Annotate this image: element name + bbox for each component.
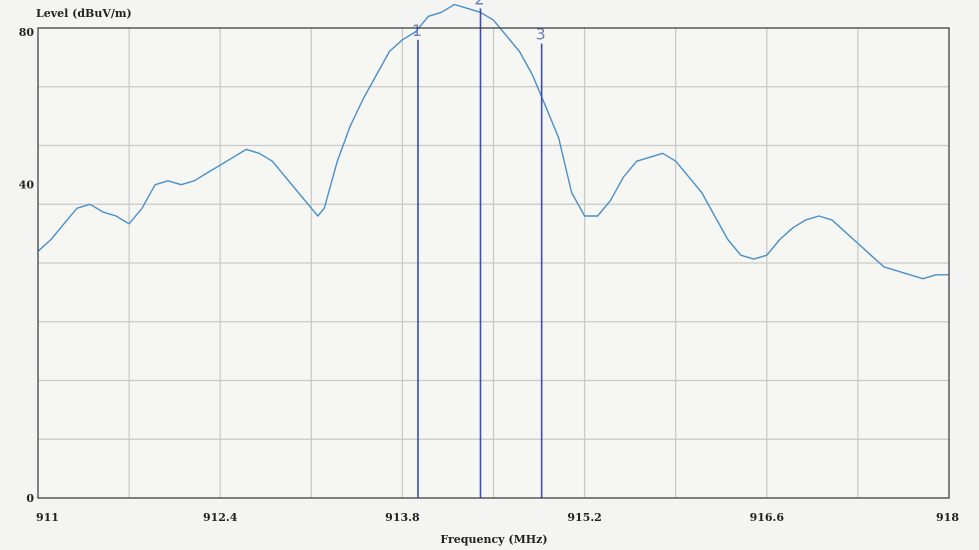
x-tick-label: 912.4 <box>203 511 238 524</box>
marker-label-2: 2 <box>474 0 484 8</box>
y-tick-label: 80 <box>19 26 35 39</box>
plot-frame <box>37 27 950 499</box>
x-axis-title: Frequency (MHz) <box>440 533 547 546</box>
markers-layer: 1 2 3 <box>412 0 546 498</box>
marker-label-1: 1 <box>412 21 422 40</box>
y-axis-title: Level (dBuV/m) <box>36 7 132 20</box>
x-tick-label: 916.6 <box>750 511 785 524</box>
marker-label-3: 3 <box>536 25 546 44</box>
series-layer <box>37 3 949 280</box>
series-line <box>37 3 949 280</box>
x-tick-label: 911 <box>36 511 59 524</box>
y-tick-label: 40 <box>19 179 35 192</box>
x-tick-label: 918 <box>936 511 959 524</box>
grid-lines <box>38 28 949 498</box>
x-tick-label: 913.8 <box>385 511 420 524</box>
y-tick-label: 0 <box>26 492 34 505</box>
x-tick-label: 915.2 <box>567 511 601 524</box>
ticks-layer: 911 912.4 913.8 915.2 916.6 918 0 40 80 <box>19 26 960 524</box>
